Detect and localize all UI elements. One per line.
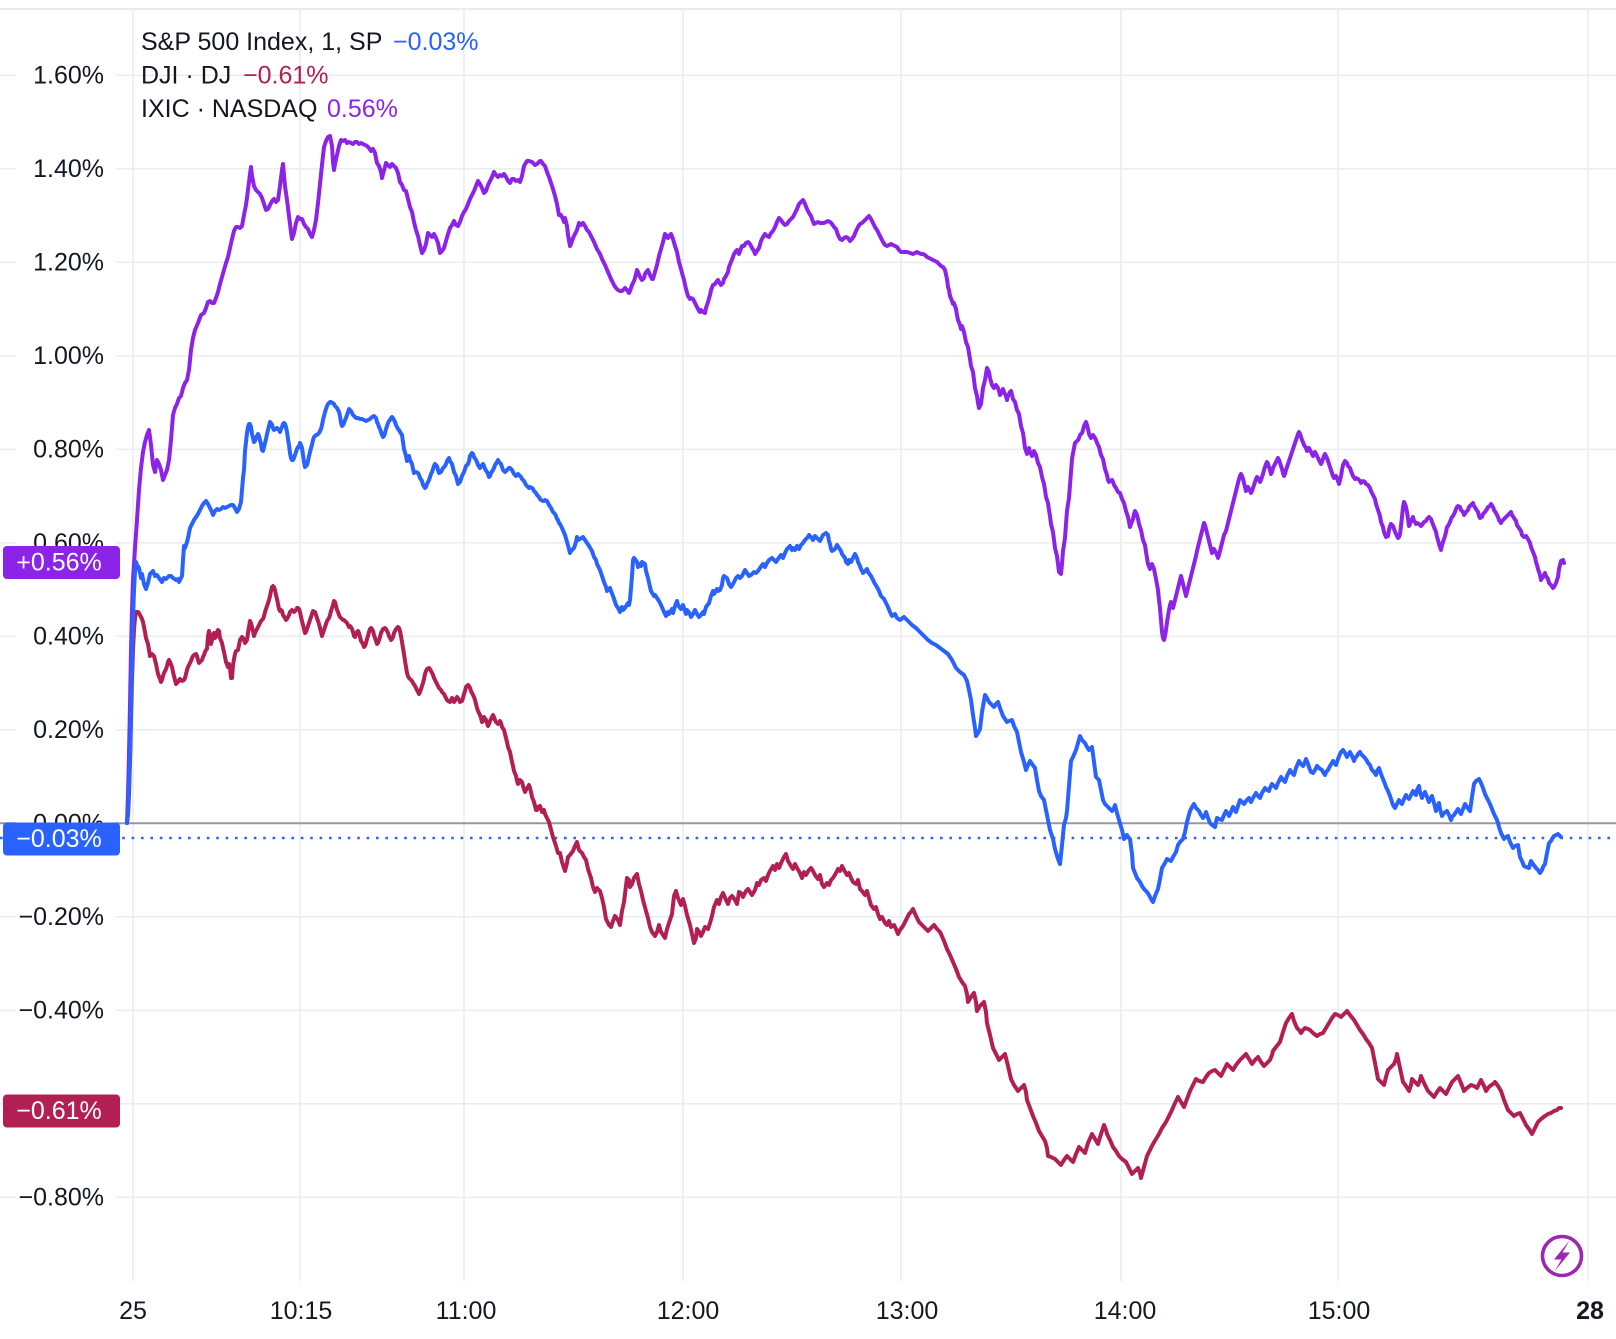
svg-text:0.40%: 0.40% [33,622,104,650]
svg-text:11:00: 11:00 [436,1297,497,1325]
svg-text:+0.56%: +0.56% [16,549,102,577]
svg-text:14:00: 14:00 [1094,1297,1157,1325]
svg-text:−0.61%: −0.61% [243,62,329,90]
svg-text:−0.20%: −0.20% [19,903,105,931]
svg-text:0.20%: 0.20% [33,716,104,744]
svg-text:−0.40%: −0.40% [19,996,105,1024]
svg-text:15:00: 15:00 [1308,1297,1371,1325]
svg-text:1.20%: 1.20% [33,248,104,276]
svg-text:−0.61%: −0.61% [16,1097,102,1125]
svg-text:1.40%: 1.40% [33,155,104,183]
svg-text:25: 25 [119,1297,147,1325]
svg-text:0.56%: 0.56% [327,95,398,123]
svg-text:1.60%: 1.60% [33,61,104,89]
svg-text:S&P 500 Index, 1, SP: S&P 500 Index, 1, SP [141,28,382,56]
svg-text:IXIC · NASDAQ: IXIC · NASDAQ [141,95,317,123]
svg-text:−0.03%: −0.03% [393,28,479,56]
svg-text:−0.03%: −0.03% [16,825,102,853]
svg-text:12:00: 12:00 [657,1297,720,1325]
svg-text:10:15: 10:15 [270,1297,333,1325]
svg-text:13:00: 13:00 [876,1297,939,1325]
svg-text:1.00%: 1.00% [33,342,104,370]
svg-text:0.80%: 0.80% [33,435,104,463]
svg-text:28: 28 [1576,1297,1604,1325]
svg-text:DJI · DJ: DJI · DJ [141,62,231,90]
svg-text:−0.80%: −0.80% [19,1183,105,1211]
